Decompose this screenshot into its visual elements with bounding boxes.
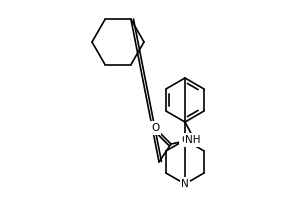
Text: N: N — [181, 179, 189, 189]
Text: O: O — [181, 135, 189, 145]
Text: NH: NH — [185, 135, 201, 145]
Text: O: O — [151, 123, 159, 133]
